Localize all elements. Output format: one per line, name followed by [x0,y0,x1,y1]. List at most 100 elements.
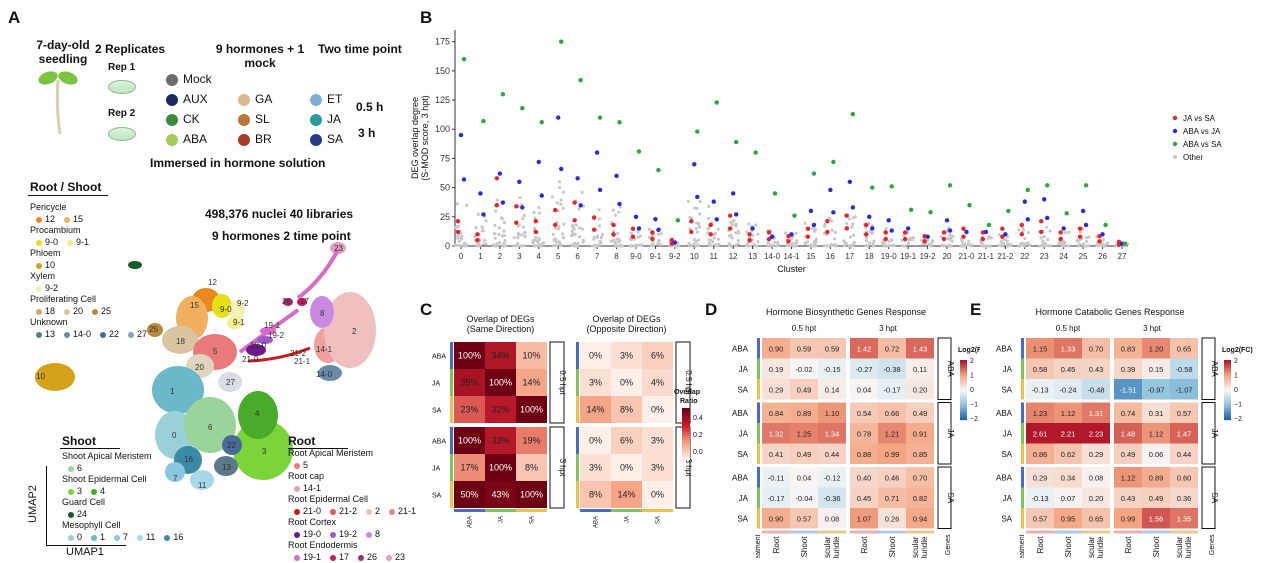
point-other [562,222,566,226]
legend-label: 26 [367,552,378,562]
point-other [786,244,791,248]
immersed-label: Immersed in hormone solution [150,156,326,170]
colorbar-step [1224,388,1231,391]
legend-label: 8 [375,529,381,539]
legend-item: 27 [128,329,147,339]
svg-text:8: 8 [320,309,325,318]
heat-cell-label: 32% [491,405,509,415]
point-other [716,237,721,242]
legend-label: 19-1 [303,552,322,562]
col-label: Root [772,536,781,554]
point-other [997,243,1002,247]
heat-cell-label: -1.51 [1119,385,1136,394]
opp-title: Overlap of DEGs [592,314,661,324]
point-aba-vs-ja [497,171,503,176]
point-other [729,220,733,224]
row-group-label: 3 hpt [558,459,567,478]
point-other [713,231,718,235]
heat-cell [1170,487,1198,508]
point-ja-vs-sa [650,230,655,235]
point-ja-vs-sa [455,219,461,224]
legend-item: 9-1 [67,237,89,247]
heat-cell-label: 0.58 [1033,365,1048,374]
point-other [949,244,953,248]
point-ja-vs-sa [1000,226,1005,231]
hormone-item-et: ET [310,92,342,106]
legend-group-items: 5 [294,459,428,471]
heat-cell-label: 0.82 [913,494,928,503]
point-other [698,212,702,216]
heat-cell [1082,338,1110,359]
heat-cell [850,423,878,444]
heat-cell-label: 34% [491,351,509,361]
heat-cell [1114,443,1142,464]
svg-text:2: 2 [352,327,357,336]
point-other [966,239,970,243]
row-group-label: SA [946,492,955,503]
umap-cluster-23 [330,242,346,254]
colorbar-step [960,362,967,365]
point-other [455,202,459,206]
point-ja-vs-sa [805,226,811,231]
colorbar-title: Overlap [674,389,700,396]
heat-cell [611,342,642,369]
colorbar-step [1224,418,1231,421]
heat-cell [790,487,818,508]
heat-cell [762,443,790,464]
colorbar-step [682,432,690,435]
point-other [984,244,988,248]
point-other [845,221,849,225]
x-tick-label: 12 [729,252,738,261]
point-other [887,239,891,244]
heat-cell [790,443,818,464]
legend-group-items: 12 15 [36,213,170,225]
point-aba-vs-sa [500,92,506,97]
point-other [803,221,807,225]
colorbar-step [1224,374,1231,377]
point-other [557,240,561,244]
point-other [842,244,847,248]
legend-dot-icon [294,485,300,492]
heat-cell-label: 0.11 [913,365,927,374]
x-tick-label: 0 [459,252,464,261]
point-other [767,244,771,248]
legend-item: 26 [358,552,377,562]
colorbar-step [1224,368,1231,371]
heat-cell [1142,402,1170,423]
point-aba-vs-ja [614,173,619,179]
heat-cell [878,338,906,359]
point-other [493,236,497,240]
point-other [1038,244,1042,248]
row-label: ABA [732,473,749,482]
point-aba-vs-sa [1064,211,1069,216]
legend-group-items: 21-0 21-2 2 21-1 [294,505,428,517]
heat-cell [1082,508,1110,529]
heat-cell [850,358,878,379]
point-other [988,235,992,239]
point-aba-vs-sa [947,183,953,188]
heat-cell [906,338,934,359]
umap-cluster-27 [218,372,242,392]
x-tick-label: 9-2 [669,252,681,261]
point-other [592,237,596,241]
row-group-box [937,402,952,465]
heat-cell [1026,467,1054,488]
row-group-label: JA [1210,429,1219,439]
point-aba-vs-sa [1025,187,1030,193]
point-other [823,224,827,229]
hormone-name: SA [327,132,344,146]
x-tick-label: 7 [595,252,600,261]
point-other [656,232,661,236]
colorbar-tick: 0.4 [693,415,703,422]
point-other [484,219,488,223]
heat-cell-label: 0.34 [1061,473,1076,482]
point-ja-vs-sa [864,222,869,228]
legend-item: 20 [64,306,83,316]
heat-cell-label: 1.12 [1121,473,1136,482]
point-other [577,207,581,211]
y-tick-label: 100 [435,124,450,134]
legend-group-items: 14-1 [294,482,428,494]
point-other [1086,244,1090,248]
colorbar-step [682,450,690,453]
